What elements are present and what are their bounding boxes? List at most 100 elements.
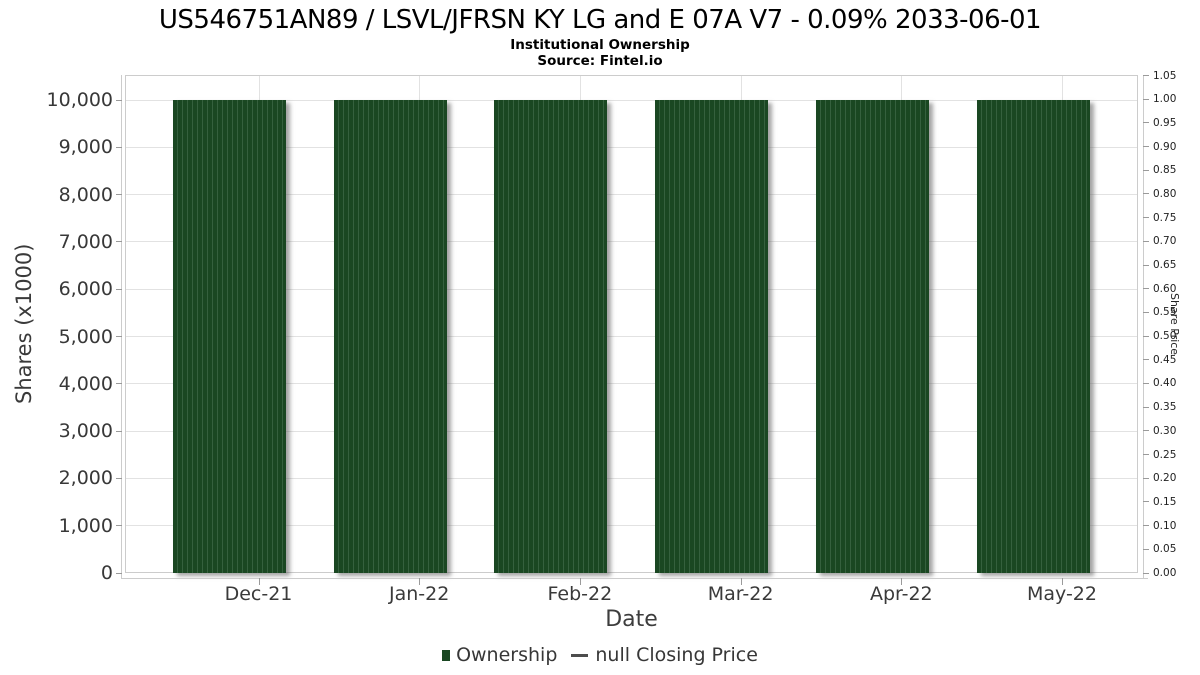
h-gridline	[126, 146, 1137, 148]
y-right-tick	[1142, 217, 1149, 219]
y-left-tick	[115, 194, 122, 196]
y-right-tick	[1142, 572, 1149, 574]
x-tick	[740, 578, 742, 585]
y-right-tick	[1142, 288, 1149, 290]
bar-Apr-22	[815, 100, 929, 573]
y-right-tick-label: 1.05	[1153, 69, 1177, 82]
bar-May-22	[976, 100, 1090, 573]
y-right-tick	[1142, 146, 1149, 148]
x-tick	[579, 578, 581, 585]
y-left-tick-label: 3,000	[58, 420, 113, 443]
y-right-tick-label: 0.95	[1153, 116, 1177, 129]
y-right-tick	[1142, 311, 1149, 313]
y-right-tick	[1142, 169, 1149, 171]
y-right-tick-label: 0.20	[1153, 472, 1177, 485]
y-right-tick	[1142, 430, 1149, 432]
y-left-tick	[115, 241, 122, 243]
y-right-tick-label: 0.70	[1153, 235, 1177, 248]
y-axis-label-right: Share Price	[1168, 292, 1181, 356]
y-right-tick-label: 0.35	[1153, 401, 1177, 414]
y-left-tick	[115, 572, 122, 574]
plot-area	[125, 75, 1138, 573]
y-right-tick	[1142, 264, 1149, 266]
y-left-tick	[115, 99, 122, 101]
y-right-tick-label: 0.40	[1153, 377, 1177, 390]
y-left-tick-label: 7,000	[58, 230, 113, 253]
y-left-tick-label: 1,000	[58, 514, 113, 537]
y-right-tick	[1142, 193, 1149, 195]
y-right-tick	[1142, 382, 1149, 384]
y-right-tick-label: 1.00	[1153, 93, 1177, 106]
x-tick-label: Feb-22	[547, 583, 613, 605]
h-gridline	[126, 525, 1137, 527]
y-left-tick	[115, 383, 122, 385]
y-right-tick-label: 0.55	[1153, 306, 1177, 319]
bar-Mar-22	[655, 100, 769, 573]
y-right-tick-label: 0.30	[1153, 424, 1177, 437]
y-left-tick	[115, 430, 122, 432]
legend-label-closing-price: null Closing Price	[595, 644, 758, 666]
chart-title: US546751AN89 / LSVL/JFRSN KY LG and E 07…	[158, 5, 1042, 35]
y-left-tick-label: 6,000	[58, 278, 113, 301]
x-tick-label: Apr-22	[869, 583, 933, 605]
y-right-tick-label: 0.85	[1153, 164, 1177, 177]
chart-source-text: Source: Fintel.io	[537, 53, 663, 69]
line-series-marker-icon	[571, 653, 589, 657]
y-right-tick	[1142, 75, 1149, 76]
y-right-tick-label: 0.90	[1153, 140, 1177, 153]
y-right-tick-label: 0.15	[1153, 495, 1177, 508]
legend-item-closing-price[interactable]: null Closing Price	[557, 644, 758, 666]
y-left-tick-label: 4,000	[58, 372, 113, 395]
y-right-tick-label: 0.05	[1153, 543, 1177, 556]
legend: Ownership null Closing Price	[0, 644, 1200, 666]
column-series-marker-icon	[442, 649, 451, 661]
y-left-tick-label: 9,000	[58, 136, 113, 159]
y-left-tick	[115, 477, 122, 479]
bar-Feb-22	[494, 100, 608, 573]
right-axis-spine	[1142, 75, 1144, 578]
y-right-tick	[1142, 548, 1149, 550]
y-right-tick	[1142, 501, 1149, 503]
y-left-tick-label: 5,000	[58, 325, 113, 348]
y-right-tick-label: 0.25	[1153, 448, 1177, 461]
x-tick-label: Mar-22	[707, 583, 774, 605]
y-right-tick	[1142, 98, 1149, 100]
y-left-tick	[115, 288, 122, 290]
y-right-tick	[1142, 335, 1149, 337]
y-right-tick-label: 0.60	[1153, 282, 1177, 295]
h-gridline	[126, 241, 1137, 243]
y-left-tick-label: 0	[100, 562, 113, 584]
y-right-tick	[1142, 477, 1149, 479]
y-right-tick-label: 0.80	[1153, 187, 1177, 200]
legend-item-ownership[interactable]: Ownership	[442, 644, 557, 666]
bar-Jan-22	[333, 100, 447, 573]
h-gridline	[126, 99, 1137, 101]
x-tick	[419, 578, 421, 585]
y-right-tick	[1142, 122, 1149, 124]
y-right-tick	[1142, 240, 1149, 242]
y-right-tick	[1142, 525, 1149, 527]
y-right-tick-label: 0.10	[1153, 519, 1177, 532]
legend-label-ownership: Ownership	[456, 644, 558, 666]
y-right-tick	[1142, 454, 1149, 456]
y-left-tick	[115, 336, 122, 337]
x-tick-label: Jan-22	[389, 583, 450, 605]
bottom-axis-line	[121, 577, 1148, 579]
y-right-tick	[1142, 359, 1149, 361]
x-tick	[1062, 578, 1063, 585]
y-right-tick-label: 0.45	[1153, 353, 1177, 366]
x-tick	[258, 578, 260, 585]
h-gridline	[126, 383, 1137, 385]
h-gridline	[126, 477, 1137, 479]
x-tick-label: Dec-21	[224, 583, 293, 605]
h-gridline	[126, 430, 1137, 432]
left-axis-spine	[121, 75, 122, 578]
y-left-tick	[115, 525, 122, 527]
y-axis-label-left: Shares (x1000)	[12, 243, 36, 405]
y-right-tick-label: 0.65	[1153, 259, 1177, 272]
y-right-tick-label: 0.50	[1153, 330, 1177, 343]
y-left-tick-label: 8,000	[58, 183, 113, 206]
y-left-tick-label: 2,000	[58, 467, 113, 490]
x-tick-label: May-22	[1027, 583, 1097, 605]
